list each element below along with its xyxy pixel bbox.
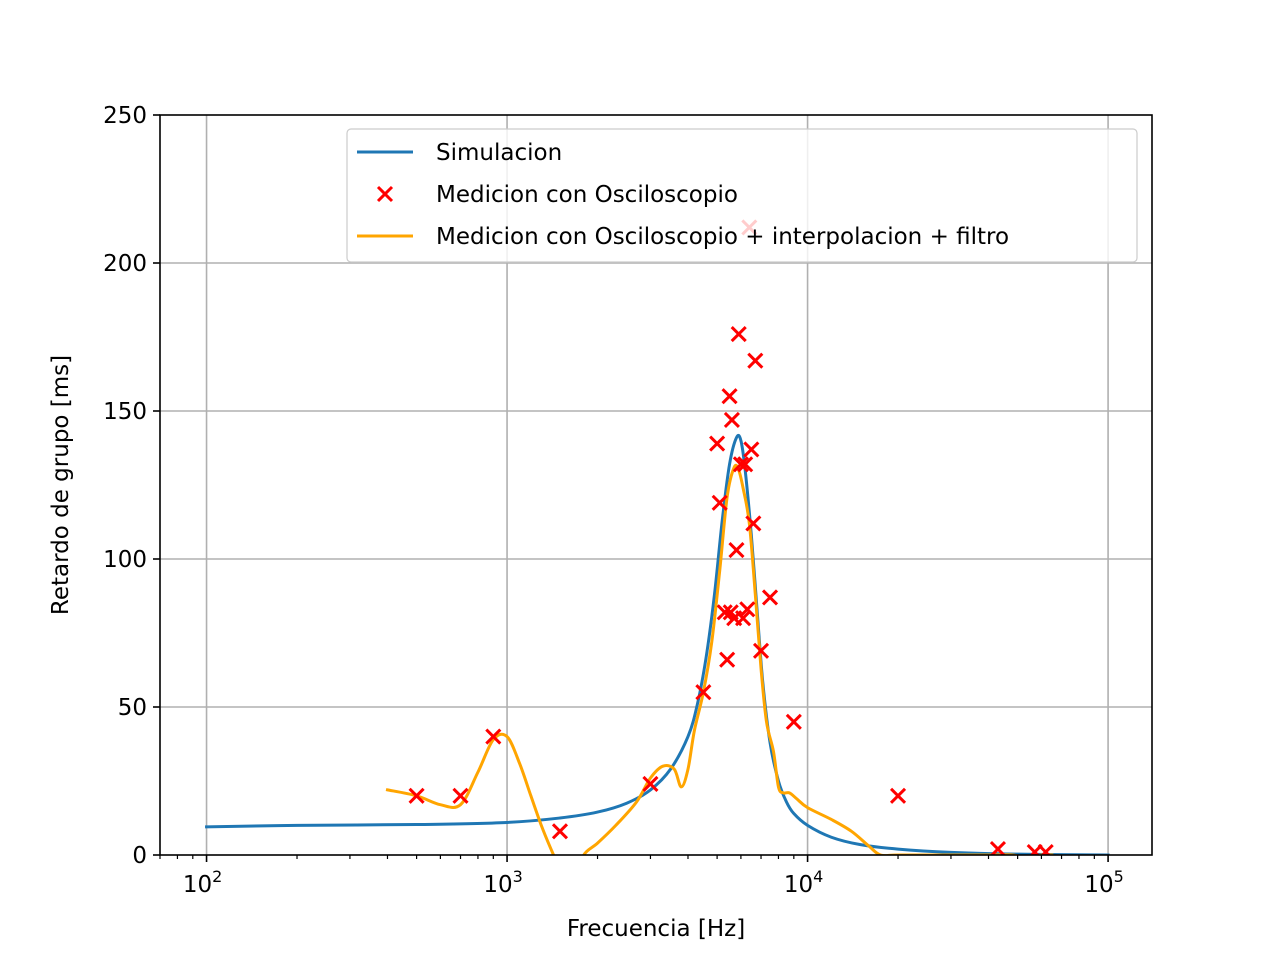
scatter-point [989,841,1007,855]
marker-stroke [728,542,745,559]
y-tick-label: 150 [103,399,147,425]
scatter-point [735,610,752,627]
marker-stroke [376,185,394,203]
scatter-point [642,775,659,793]
marker-stroke [752,642,770,659]
x-tick-base: 10 [483,872,512,898]
y-tick-label: 200 [103,251,147,277]
marker-stroke [739,601,756,618]
marker-stroke [735,610,752,627]
scatter-point [551,823,569,840]
y-tick-label: 50 [118,695,147,721]
marker-stroke [732,456,749,473]
scatter-point [737,456,754,473]
marker-stroke [408,787,425,804]
scatter-point [785,713,802,730]
plot-frame [159,114,1153,856]
y-axis-label: Retardo de grupo [ms] [48,355,74,615]
marker-stroke [989,841,1007,855]
marker-stroke [737,456,754,473]
marker-stroke [711,494,728,511]
y-tick-label: 250 [103,103,147,129]
legend-label-0: Simulacion [436,140,562,166]
legend-label-2: Medicion con Osciloscopio + interpolacio… [436,224,1009,250]
scatter-point [739,601,756,618]
marker-stroke [889,787,907,804]
marker-stroke [721,388,738,405]
marker-stroke [730,325,747,343]
scatter-point [728,542,745,559]
marker-stroke [785,713,802,730]
marker-stroke [761,589,779,606]
y-tick-label: 100 [103,547,147,573]
x-tick-label: 104 [784,867,823,898]
legend: Simulacion Medicion con Osciloscopio Medic… [346,128,1138,263]
scatter-point [732,456,749,473]
scatter-point [408,787,425,804]
x-tick-exponent: 5 [1114,867,1124,886]
scatter-point [743,441,760,458]
x-tick-label: 105 [1084,867,1123,898]
scatter-point [485,728,502,745]
series-line-2 [385,463,1054,855]
scatter-point [889,787,907,804]
scatter-point [745,515,762,532]
x-tick-base: 10 [183,872,212,898]
marker-stroke [719,651,736,668]
series-line-0 [205,433,1110,855]
marker-stroke [743,441,760,458]
scatter-point [747,352,764,369]
scatter-point [761,589,779,606]
scatter-point [730,325,747,343]
scatter-point [752,642,770,659]
x-tick-label: 102 [183,867,222,898]
marker-stroke [642,775,659,793]
scatter-point [1037,843,1054,855]
marker-stroke [745,515,762,532]
series-layer [205,219,1110,855]
scatter-point [723,411,740,428]
marker-stroke [485,728,502,745]
scatter-point [716,604,733,621]
marker-stroke [722,604,739,621]
x-tick-base: 10 [1084,872,1113,898]
marker-stroke [716,604,733,621]
marker-stroke [709,435,726,452]
scatter-point [452,787,469,804]
marker-stroke [747,352,764,369]
x-tick-exponent: 2 [212,867,222,886]
legend-label-1: Medicion con Osciloscopio [436,182,738,208]
scatter-point [711,494,728,511]
x-tick-base: 10 [784,872,813,898]
scatter-point [721,388,738,405]
scatter-point [719,651,736,668]
marker-stroke [452,787,469,804]
x-axis-label: Frecuencia [Hz] [567,916,745,942]
marker-stroke [1040,843,1054,855]
legend-box [346,128,1138,263]
x-tick-label: 103 [483,867,522,898]
y-tick-label: 0 [132,843,147,869]
legend-swatch-1 [376,185,394,203]
marker-stroke [695,684,712,701]
marker-stroke [551,823,569,840]
scatter-point [709,435,726,452]
scatter-point [695,684,712,701]
x-tick-exponent: 3 [513,867,523,886]
legend-entries: Simulacion Medicion con Osciloscopio Medic… [357,140,1009,250]
x-tick-exponent: 4 [813,867,823,886]
marker-stroke [723,411,740,428]
